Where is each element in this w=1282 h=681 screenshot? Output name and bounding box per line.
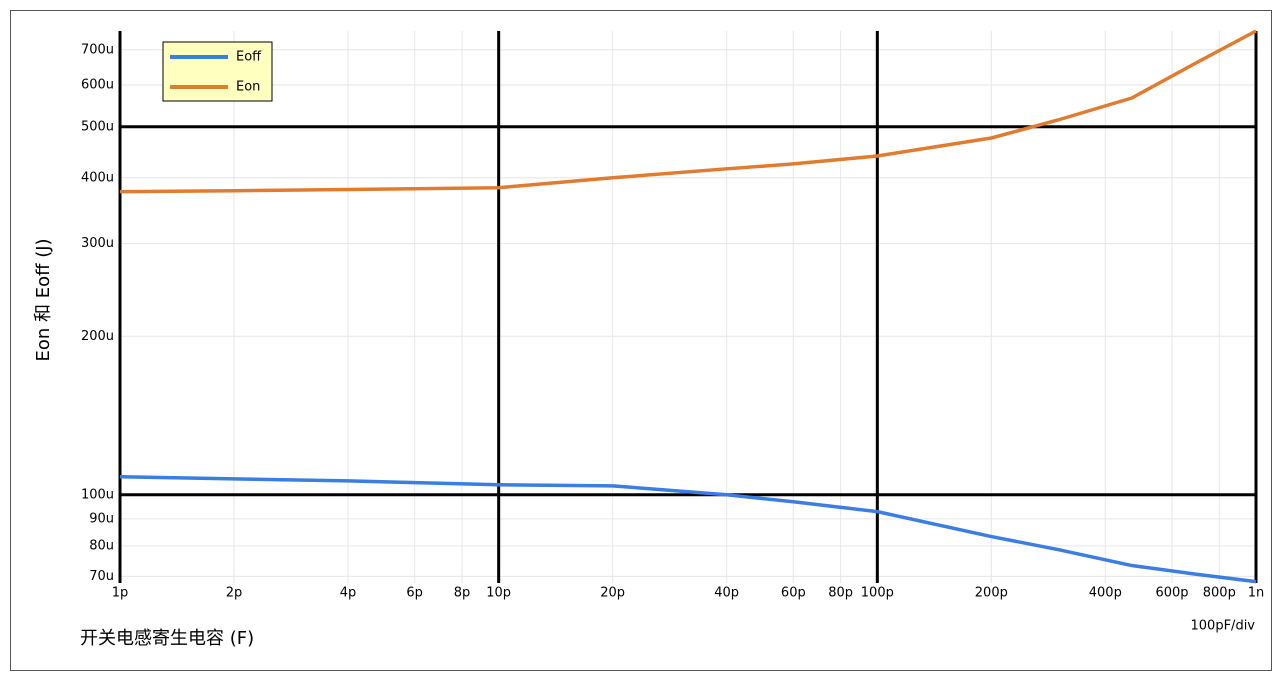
y-tick-label: 200u (81, 329, 114, 344)
x-tick-label: 400p (1089, 586, 1122, 601)
x-tick-label: 600p (1155, 586, 1188, 601)
y-tick-label: 90u (89, 511, 114, 526)
x-tick-label: 10p (486, 586, 511, 601)
series-line (119, 475, 1257, 584)
x-tick-label: 800p (1203, 586, 1236, 601)
y-tick-label: 500u (81, 119, 114, 134)
x-tick-label: 100p (861, 586, 894, 601)
x-tick-label: 40p (714, 586, 739, 601)
grid (120, 31, 1256, 583)
y-tick-label: 400u (81, 170, 114, 185)
frame (10, 10, 1272, 671)
y-tick-label: 70u (89, 569, 114, 584)
x-tick-label: 6p (406, 586, 423, 601)
y-tick-label: 100u (81, 487, 114, 502)
legend-label: Eon (236, 80, 260, 95)
x-tick-label: 20p (600, 586, 625, 601)
x-tick-label: 8p (454, 586, 471, 601)
x-tick-label: 2p (226, 586, 243, 601)
y-tick-label: 80u (89, 538, 114, 553)
legend-label: Eoff (236, 50, 262, 65)
series-line (119, 29, 1257, 194)
legend-box (162, 41, 273, 102)
major-grid (118, 31, 1258, 583)
x-tick-label: 60p (781, 586, 806, 601)
annotation: 100pF/div (1191, 619, 1256, 634)
y-tick-label: 300u (81, 236, 114, 251)
x-tick-label: 200p (975, 586, 1008, 601)
y-axis-label: Eon 和 Eoff (J) (33, 238, 54, 361)
y-tick-label: 600u (81, 78, 114, 93)
x-tick-label: 1p (112, 586, 129, 601)
x-tick-label: 1n (1248, 586, 1265, 601)
x-tick-label: 4p (340, 586, 357, 601)
x-tick-label: 80p (828, 586, 853, 601)
x-axis-label: 开关电感寄生电容 (F) (80, 628, 254, 649)
y-tick-label: 700u (81, 42, 114, 57)
